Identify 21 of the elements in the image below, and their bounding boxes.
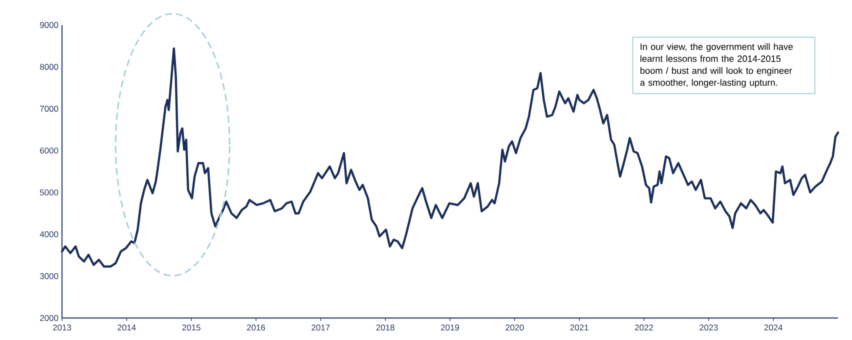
- x-tick-label: 2023: [700, 324, 718, 331]
- y-tick-label: 7000: [40, 106, 58, 112]
- x-tick-label: 2021: [570, 324, 588, 331]
- x-tick-label: 2022: [635, 324, 653, 331]
- y-tick-label: 2000: [40, 315, 58, 321]
- x-tick-label: 2014: [118, 324, 136, 331]
- x-tick-label: 2013: [53, 324, 72, 331]
- y-tick-label: 9000: [40, 22, 58, 28]
- x-tick-label: 2016: [247, 324, 266, 331]
- y-tick-label: 6000: [40, 148, 58, 154]
- x-tick-label: 2024: [764, 324, 783, 331]
- y-tick-label: 4000: [40, 231, 58, 238]
- x-tick-label: 2019: [441, 324, 460, 331]
- x-tick-label: 2018: [376, 324, 394, 331]
- y-tick-label: 8000: [40, 64, 58, 70]
- y-tick-label: 3000: [40, 273, 58, 280]
- x-tick-label: 2015: [182, 324, 200, 331]
- x-tick-label: 2020: [506, 324, 524, 331]
- annotation: In our view, the government will have learnt lessons from the 2014-2015 boom / bust and will look to engineer a smoother, longer-lasting upturn.: [640, 43, 793, 88]
- x-tick-label: 2017: [312, 324, 330, 331]
- y-tick-label: 5000: [40, 189, 58, 196]
